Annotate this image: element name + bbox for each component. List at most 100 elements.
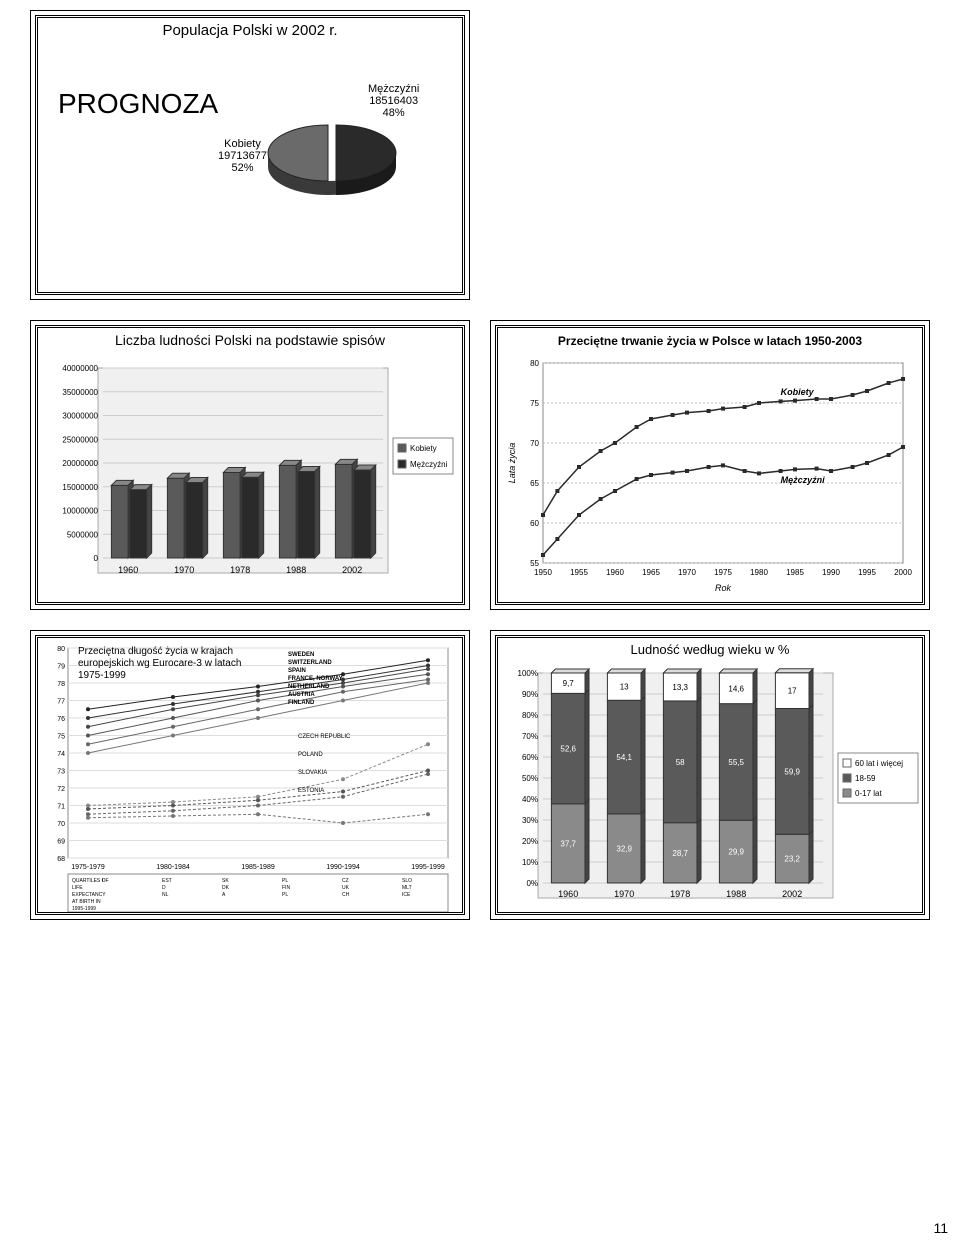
svg-text:60%: 60% xyxy=(522,753,538,762)
svg-text:1980-1984: 1980-1984 xyxy=(156,864,190,871)
svg-text:CZECH REPUBLIC: CZECH REPUBLIC xyxy=(298,734,351,740)
pie-right-label: Mężczyźni 18516403 48% xyxy=(368,83,419,119)
svg-text:15000000: 15000000 xyxy=(62,483,98,492)
svg-text:2002: 2002 xyxy=(782,889,802,899)
svg-text:1950: 1950 xyxy=(534,568,552,577)
svg-text:74: 74 xyxy=(57,751,65,758)
svg-text:78: 78 xyxy=(57,681,65,688)
svg-text:0-17 lat: 0-17 lat xyxy=(855,789,882,798)
svg-text:1970: 1970 xyxy=(614,889,634,899)
svg-text:70: 70 xyxy=(57,821,65,828)
svg-text:CH: CH xyxy=(342,892,350,898)
svg-text:70: 70 xyxy=(530,439,539,448)
svg-text:1970: 1970 xyxy=(678,568,696,577)
svg-text:SWITZERLAND: SWITZERLAND xyxy=(288,660,332,666)
svg-text:80: 80 xyxy=(57,646,65,653)
svg-text:69: 69 xyxy=(57,839,65,846)
svg-text:EXPECTANCY: EXPECTANCY xyxy=(72,892,106,898)
svg-text:D: D xyxy=(162,885,166,891)
svg-text:58: 58 xyxy=(676,758,685,767)
svg-text:30%: 30% xyxy=(522,816,538,825)
svg-text:1995-1999: 1995-1999 xyxy=(411,864,445,871)
line-chart: 5560657075801950195519601965197019751980… xyxy=(503,353,923,603)
svg-text:76: 76 xyxy=(57,716,65,723)
svg-text:75: 75 xyxy=(530,399,539,408)
panel2-title: Liczba ludności Polski na podstawie spis… xyxy=(38,332,462,348)
svg-text:73: 73 xyxy=(57,769,65,776)
svg-text:1960: 1960 xyxy=(118,565,138,575)
svg-text:1960: 1960 xyxy=(558,889,578,899)
stacked-chart: 0%10%20%30%40%50%60%70%80%90%100%37,752,… xyxy=(503,663,923,913)
svg-text:ICE: ICE xyxy=(402,892,411,898)
panel4-caption: Przeciętna długość życia w krajach europ… xyxy=(78,646,258,682)
svg-text:71: 71 xyxy=(57,804,65,811)
svg-text:40000000: 40000000 xyxy=(62,364,98,373)
svg-text:LIFE: LIFE xyxy=(72,885,83,891)
svg-text:1965: 1965 xyxy=(642,568,660,577)
pie-left-label: Kobiety 19713677 52% xyxy=(218,138,267,174)
panel5-title: Ludność według wieku w % xyxy=(498,642,922,657)
svg-text:SWEDEN: SWEDEN xyxy=(288,652,314,658)
svg-text:55: 55 xyxy=(530,559,539,568)
svg-text:1985: 1985 xyxy=(786,568,804,577)
svg-text:50%: 50% xyxy=(522,774,538,783)
svg-text:70%: 70% xyxy=(522,732,538,741)
svg-text:54,1: 54,1 xyxy=(616,753,632,762)
svg-text:9,7: 9,7 xyxy=(563,679,575,688)
svg-text:30000000: 30000000 xyxy=(62,412,98,421)
svg-text:37,7: 37,7 xyxy=(560,839,576,848)
svg-text:100%: 100% xyxy=(518,669,538,678)
svg-text:AUSTRIA: AUSTRIA xyxy=(288,692,315,698)
svg-text:FRANCE, NORWAY: FRANCE, NORWAY xyxy=(288,676,343,682)
svg-text:SPAIN: SPAIN xyxy=(288,668,306,674)
svg-text:PL: PL xyxy=(282,892,288,898)
svg-text:1978: 1978 xyxy=(230,565,250,575)
svg-text:25000000: 25000000 xyxy=(62,435,98,444)
svg-text:5000000: 5000000 xyxy=(67,530,99,539)
svg-text:Kobiety: Kobiety xyxy=(410,444,437,453)
svg-text:60 lat i więcej: 60 lat i więcej xyxy=(855,759,903,768)
svg-text:UK: UK xyxy=(342,885,350,891)
svg-text:I: I xyxy=(102,878,103,884)
svg-text:13,3: 13,3 xyxy=(672,683,688,692)
prognoza-label: PROGNOZA xyxy=(58,88,218,120)
svg-text:NL: NL xyxy=(162,892,169,898)
svg-text:2002: 2002 xyxy=(342,565,362,575)
svg-text:FINLAND: FINLAND xyxy=(288,700,315,706)
panel-euro: 686970717273747576777879801975-19791980-… xyxy=(30,630,470,920)
svg-text:Lata życia: Lata życia xyxy=(507,443,517,484)
svg-text:1990-1994: 1990-1994 xyxy=(326,864,360,871)
svg-text:14,6: 14,6 xyxy=(728,684,744,693)
svg-text:ESTONIA: ESTONIA xyxy=(298,788,324,794)
svg-text:18-59: 18-59 xyxy=(855,774,876,783)
svg-text:0%: 0% xyxy=(526,879,538,888)
svg-text:SK: SK xyxy=(222,878,229,884)
svg-text:17: 17 xyxy=(788,687,797,696)
svg-text:1975-1979: 1975-1979 xyxy=(71,864,105,871)
svg-text:20000000: 20000000 xyxy=(62,459,98,468)
svg-text:SLOVAKIA: SLOVAKIA xyxy=(298,770,327,776)
svg-text:80%: 80% xyxy=(522,711,538,720)
svg-text:1988: 1988 xyxy=(286,565,306,575)
svg-text:1970: 1970 xyxy=(174,565,194,575)
svg-text:EST: EST xyxy=(162,878,172,884)
svg-text:35000000: 35000000 xyxy=(62,388,98,397)
svg-text:55,5: 55,5 xyxy=(728,758,744,767)
svg-text:32,9: 32,9 xyxy=(616,844,632,853)
svg-text:PL: PL xyxy=(282,878,288,884)
panel3-title: Przeciętne trwanie życia w Polsce w lata… xyxy=(498,334,922,348)
svg-text:1975: 1975 xyxy=(714,568,732,577)
svg-text:29,9: 29,9 xyxy=(728,848,744,857)
svg-text:10%: 10% xyxy=(522,858,538,867)
panel-stacked: Ludność według wieku w % 0%10%20%30%40%5… xyxy=(490,630,930,920)
bar-chart: 0500000010000000150000002000000025000000… xyxy=(43,358,463,598)
svg-text:2000: 2000 xyxy=(894,568,912,577)
svg-text:52,6: 52,6 xyxy=(560,745,576,754)
svg-text:Rok: Rok xyxy=(715,583,732,593)
svg-text:59,9: 59,9 xyxy=(784,767,800,776)
panel-line: Przeciętne trwanie życia w Polsce w lata… xyxy=(490,320,930,610)
svg-text:72: 72 xyxy=(57,786,65,793)
svg-text:90%: 90% xyxy=(522,690,538,699)
svg-text:Kobiety: Kobiety xyxy=(781,387,815,397)
svg-text:AT BIRTH IN: AT BIRTH IN xyxy=(72,899,101,905)
